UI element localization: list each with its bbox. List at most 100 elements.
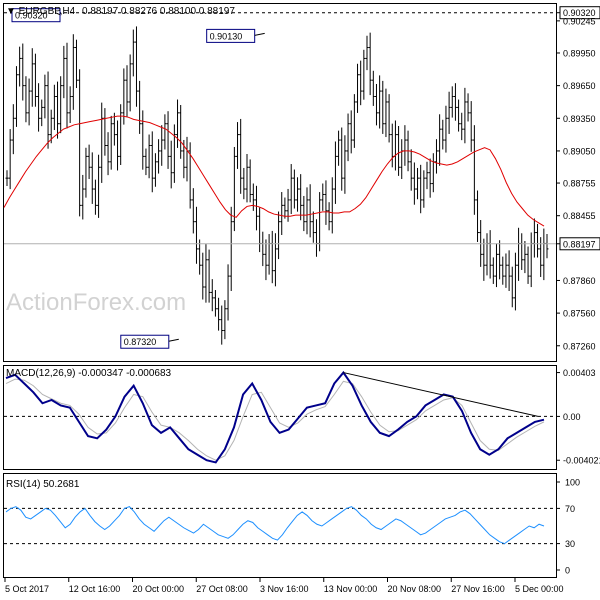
price-y-tick: 0.88197	[556, 237, 600, 251]
price-bar	[299, 174, 303, 221]
rsi-y-tick-label: 0	[565, 566, 570, 576]
price-bar	[488, 230, 492, 279]
price-bar	[526, 246, 530, 284]
price-bar	[447, 91, 451, 134]
price-bar	[37, 83, 41, 132]
price-bar	[97, 154, 101, 218]
x-tick: 3 Nov 16:00	[259, 577, 309, 594]
price-y-tick: 0.89950	[556, 48, 596, 58]
price-bar	[450, 86, 454, 118]
price-bar	[289, 164, 293, 215]
price-bar	[229, 206, 233, 291]
price-y-tick-label: 0.89950	[563, 48, 596, 58]
price-bar	[112, 112, 116, 146]
price-bar	[160, 125, 164, 166]
price-bar	[419, 164, 423, 214]
ohlc-header: 0.88197 0.88276 0.88100 0.88197	[82, 6, 235, 17]
price-bar	[327, 202, 331, 231]
price-bar	[179, 105, 183, 159]
price-bar	[226, 264, 230, 321]
price-bar	[270, 230, 274, 284]
price-bar	[378, 75, 382, 129]
price-bar	[204, 244, 208, 303]
price-bar	[283, 197, 287, 219]
price-callout: 0.90130	[206, 28, 265, 43]
price-bar	[441, 119, 445, 150]
price-bar	[314, 219, 318, 257]
price-bar	[245, 153, 249, 203]
x-tick-label: 20 Nov 08:00	[388, 584, 442, 594]
price-bar	[109, 115, 113, 170]
moving-average-line	[3, 115, 545, 227]
price-bar	[68, 86, 72, 124]
rsi-line	[5, 506, 545, 545]
price-bar	[346, 113, 350, 162]
macd-y-tick-label: -0.004021	[563, 456, 600, 466]
price-bar	[138, 80, 142, 134]
price-bar	[381, 80, 385, 134]
rsi-y-tick: 30	[556, 539, 575, 549]
price-bar	[14, 66, 18, 127]
price-bar	[371, 70, 375, 106]
price-bar	[359, 60, 363, 106]
price-bar	[457, 99, 461, 132]
price-bar	[78, 69, 82, 217]
price-bar	[416, 167, 420, 200]
price-bar	[362, 49, 366, 100]
x-tick-label: 5 Oct 2017	[5, 584, 49, 594]
price-bar	[510, 266, 514, 308]
price-bar	[24, 76, 28, 123]
price-bars-group	[5, 26, 549, 345]
price-bar	[254, 185, 258, 231]
price-bar	[43, 74, 47, 119]
symbol-header: ▼ EURGBP,H4	[6, 6, 76, 17]
price-bar	[81, 174, 85, 220]
rsi-y-tick-label: 70	[565, 504, 575, 514]
price-y-tick-label: 0.88455	[563, 211, 596, 221]
price-bar	[444, 105, 448, 153]
price-bar	[343, 135, 347, 194]
price-bar	[513, 252, 517, 311]
price-callout: 0.87320	[120, 334, 179, 349]
price-bar	[425, 161, 429, 190]
rsi-y-tick: 70	[556, 504, 575, 514]
price-bar	[49, 109, 53, 144]
price-callout-label: 0.90130	[210, 31, 243, 41]
price-bar	[52, 84, 56, 131]
macd-line	[5, 370, 545, 464]
price-bar	[220, 305, 224, 345]
macd-trendline	[343, 372, 539, 417]
x-tick: 5 Dec 00:00	[514, 577, 564, 594]
price-bar	[119, 104, 123, 165]
price-bar	[545, 234, 549, 259]
price-callout-label: 0.87320	[124, 337, 157, 347]
price-y-tick: 0.89350	[556, 114, 596, 124]
macd-signal-line	[5, 378, 545, 461]
price-bar	[65, 42, 69, 129]
price-bar	[374, 83, 378, 126]
price-callout: 0.90320	[11, 8, 61, 23]
price-bar	[422, 170, 426, 208]
price-bar	[217, 297, 221, 331]
price-bar	[100, 102, 104, 183]
price-bar	[141, 110, 145, 170]
macd-y-axis: 0.00403 0.00 -0.004021	[556, 368, 600, 466]
price-bar	[157, 139, 161, 174]
price-bar	[134, 26, 138, 107]
price-bar	[453, 83, 457, 121]
price-bar	[349, 110, 353, 154]
price-bar	[476, 190, 480, 242]
price-bar	[71, 34, 75, 110]
price-bar	[504, 253, 508, 288]
price-bar	[482, 238, 486, 281]
price-bar	[286, 188, 290, 222]
price-bar	[302, 195, 306, 232]
price-bar	[8, 129, 12, 190]
rsi-header: RSI(14) 50.2681	[6, 479, 80, 490]
price-y-tick-label: 0.89050	[563, 146, 596, 156]
price-bar	[176, 99, 180, 148]
price-bar	[532, 218, 536, 258]
rsi-y-tick-label: 30	[565, 539, 575, 549]
macd-y-tick-label: 0.00	[563, 412, 581, 422]
